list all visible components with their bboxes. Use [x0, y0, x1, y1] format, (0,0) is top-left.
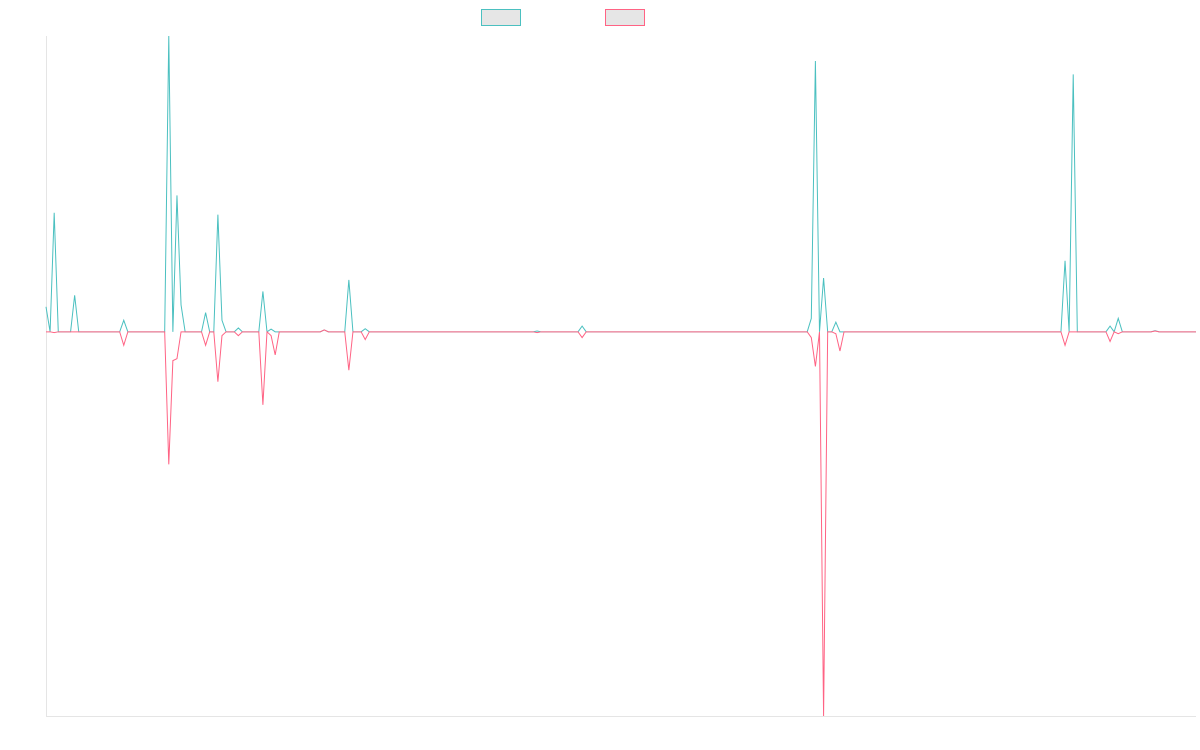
legend[interactable]	[481, 9, 645, 26]
series-line-1	[45, 35, 1196, 333]
legend-swatch-1[interactable]	[481, 9, 521, 26]
legend-swatch-2[interactable]	[605, 9, 645, 26]
series-line-2	[46, 329, 1196, 717]
series-layer	[45, 35, 1196, 717]
